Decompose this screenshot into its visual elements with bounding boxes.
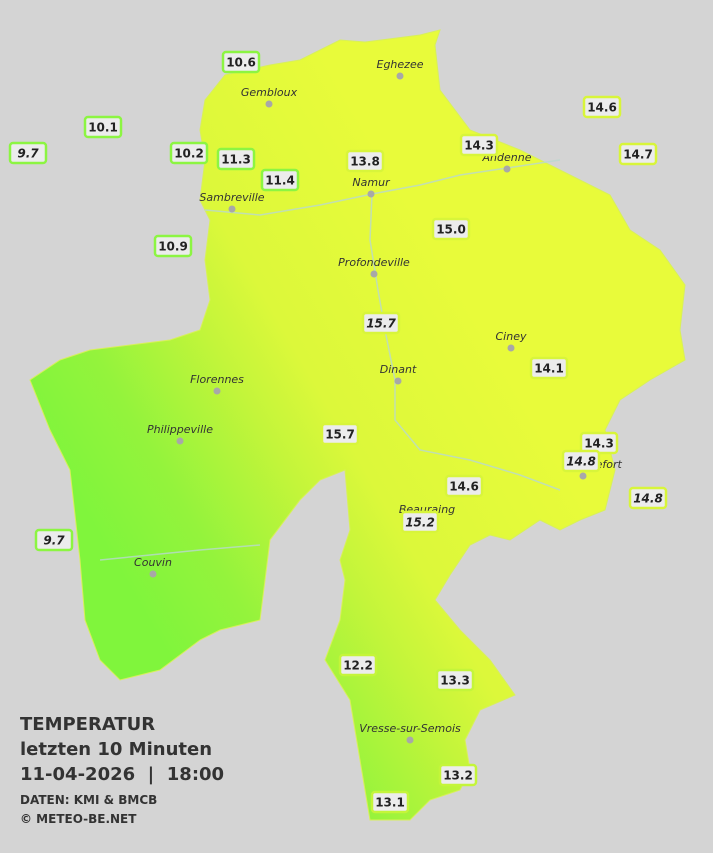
- legend-copyright: © METEO-BE.NET: [20, 812, 137, 826]
- legend-title: TEMPERATUR: [20, 714, 155, 735]
- city-dot: [396, 72, 404, 80]
- station-value: 13.2: [443, 769, 473, 783]
- station-value: 11.4: [265, 174, 295, 188]
- station-box: [370, 790, 410, 814]
- city-label: Sambreville: [199, 191, 264, 204]
- city-label: Gembloux: [241, 86, 298, 99]
- station-value: 12.2: [343, 659, 373, 673]
- station-box: [338, 653, 378, 677]
- station-box: [435, 668, 475, 692]
- city-dot: [370, 270, 378, 278]
- station-value: 10.6: [226, 56, 256, 70]
- station-value: 13.1: [375, 796, 405, 810]
- station-value: 14.7: [623, 148, 653, 162]
- city-label: Eghezee: [377, 58, 424, 71]
- station-value: 13.3: [440, 674, 470, 688]
- city-dot: [228, 205, 236, 213]
- station-box: [216, 147, 256, 171]
- city-label: Namur: [352, 176, 391, 189]
- station-box: [438, 763, 478, 787]
- station-box: [400, 510, 440, 534]
- station-box: [34, 528, 74, 552]
- station-box: [153, 234, 193, 258]
- station-value: 9.7: [43, 534, 65, 548]
- station-value: 14.3: [464, 139, 494, 153]
- station-value: 9.7: [17, 147, 39, 161]
- city-label: Couvin: [134, 556, 172, 569]
- city-dot: [579, 472, 587, 480]
- station-value: 14.3: [584, 437, 614, 451]
- station-value: 14.6: [587, 101, 617, 115]
- station-box: [83, 115, 123, 139]
- city-dot: [503, 165, 511, 173]
- legend-datetime: 11-04-2026 | 18:00: [20, 764, 224, 785]
- city-dot: [265, 100, 273, 108]
- station-value: 10.9: [158, 240, 188, 254]
- station-box: [444, 474, 484, 498]
- station-box: [8, 141, 48, 165]
- station-value: 13.8: [350, 155, 380, 169]
- station-value: 14.1: [534, 362, 564, 376]
- station-value: 10.1: [88, 121, 118, 135]
- station-box: [169, 141, 209, 165]
- station-box: [628, 486, 668, 510]
- station-box: [320, 422, 360, 446]
- city-dot: [367, 190, 375, 198]
- station-box: [618, 142, 658, 166]
- city-label: Florennes: [190, 373, 244, 386]
- city-label: Profondeville: [338, 256, 410, 269]
- station-box: [361, 311, 401, 335]
- legend-subtitle: letzten 10 Minuten: [20, 739, 212, 760]
- city-label: Dinant: [380, 363, 417, 376]
- legend-source: DATEN: KMI & BMCB: [20, 793, 157, 807]
- city-dot: [394, 377, 402, 385]
- station-box: [582, 95, 622, 119]
- station-box: [561, 449, 601, 473]
- city-dot: [507, 344, 515, 352]
- city-label: Vresse-sur-Semois: [359, 722, 461, 735]
- station-value: 10.2: [174, 147, 204, 161]
- station-box: [221, 50, 261, 74]
- city-dot: [176, 437, 184, 445]
- station-value: 15.7: [366, 317, 396, 331]
- city-label: Philippeville: [147, 423, 213, 436]
- station-value: 14.6: [449, 480, 479, 494]
- river: [99, 159, 561, 561]
- station-value: 15.7: [325, 428, 355, 442]
- city-dot: [213, 387, 221, 395]
- station-box: [345, 149, 385, 173]
- station-value: 14.8: [633, 492, 663, 506]
- city-dot: [406, 736, 414, 744]
- station-value: 14.8: [566, 455, 596, 469]
- station-box: [431, 217, 471, 241]
- city-label: Ciney: [496, 330, 527, 343]
- station-value: 15.2: [405, 516, 435, 530]
- city-dot: [149, 570, 157, 578]
- station-box: [529, 356, 569, 380]
- station-value: 15.0: [436, 223, 466, 237]
- station-value: 11.3: [221, 153, 251, 167]
- station-box: [459, 133, 499, 157]
- station-box: [260, 168, 300, 192]
